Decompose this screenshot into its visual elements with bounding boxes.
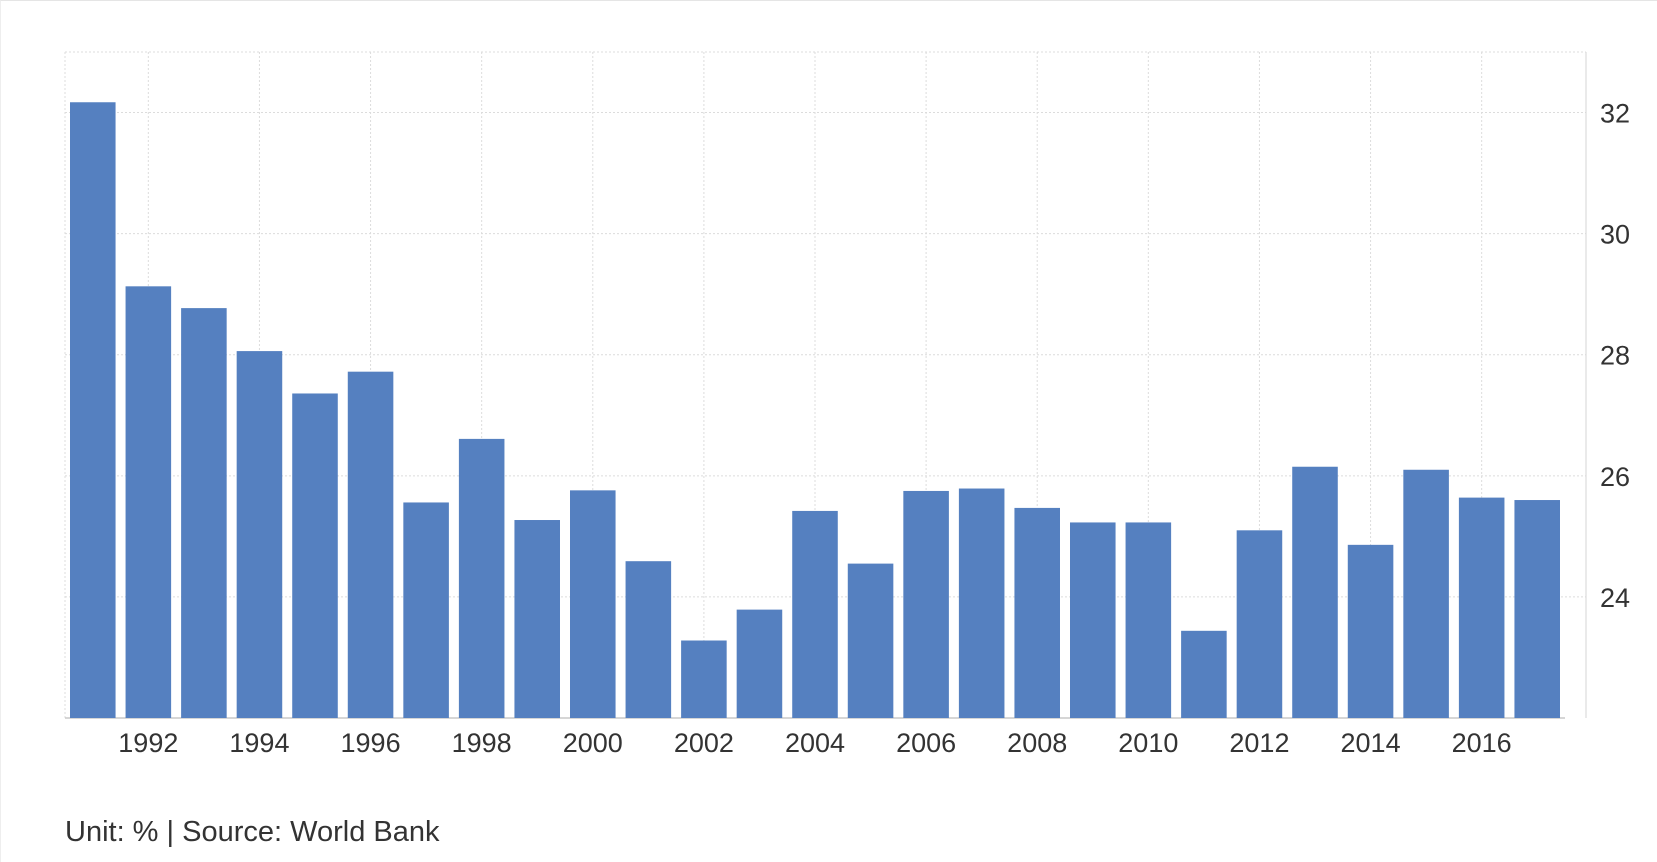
x-tick-label-2008: 2008 — [1007, 728, 1067, 758]
x-tick-label-2012: 2012 — [1229, 728, 1289, 758]
bar-1996 — [347, 371, 394, 718]
x-tick-label-2000: 2000 — [563, 728, 623, 758]
tick-labels: 1992 1994 1996 1998 2000 2002 2004 2006 2008 2010… — [118, 99, 1630, 758]
bar-1998 — [458, 438, 505, 718]
bar-2009 — [1070, 522, 1116, 718]
x-tick-label-2002: 2002 — [674, 728, 734, 758]
bar-2014 — [1347, 544, 1394, 718]
bar-2000 — [570, 490, 616, 718]
bar-2002 — [681, 640, 727, 718]
bar-2011 — [1181, 630, 1227, 718]
x-tick-label-2004: 2004 — [785, 728, 845, 758]
x-tick-label-1994: 1994 — [229, 728, 289, 758]
bar-1995 — [292, 393, 338, 718]
y-tick-label-28: 28 — [1600, 341, 1630, 371]
bar-2006 — [903, 490, 949, 718]
x-tick-label-1998: 1998 — [452, 728, 512, 758]
bar-1997 — [403, 502, 449, 718]
y-tick-label-30: 30 — [1600, 220, 1630, 250]
bars — [70, 102, 1560, 718]
bar-1994 — [236, 351, 283, 718]
x-tick-label-2006: 2006 — [896, 728, 956, 758]
bar-2017 — [1514, 500, 1560, 718]
bar-2007 — [958, 488, 1005, 718]
bar-2004 — [792, 510, 838, 718]
unit-source-note: Unit: % | Source: World Bank — [65, 816, 440, 848]
y-tick-label-24: 24 — [1600, 583, 1630, 613]
bar-2016 — [1458, 497, 1505, 718]
bar-1993 — [181, 308, 227, 718]
bar-1991 — [70, 102, 116, 718]
bar-2012 — [1236, 530, 1283, 718]
bar-2010 — [1125, 522, 1172, 718]
x-tick-label-1996: 1996 — [341, 728, 401, 758]
x-tick-label-2010: 2010 — [1118, 728, 1178, 758]
bar-2008 — [1014, 507, 1060, 718]
y-tick-label-32: 32 — [1600, 99, 1630, 129]
bar-2001 — [625, 561, 672, 718]
bar-1992 — [125, 286, 172, 718]
x-tick-label-2014: 2014 — [1341, 728, 1401, 758]
bar-2015 — [1403, 469, 1449, 718]
bar-2013 — [1292, 466, 1338, 718]
x-tick-label-1992: 1992 — [118, 728, 178, 758]
x-tick-label-2016: 2016 — [1452, 728, 1512, 758]
y-tick-label-26: 26 — [1600, 462, 1630, 492]
bar-1999 — [514, 520, 560, 718]
bar-2003 — [736, 609, 783, 718]
bar-2005 — [847, 563, 894, 718]
